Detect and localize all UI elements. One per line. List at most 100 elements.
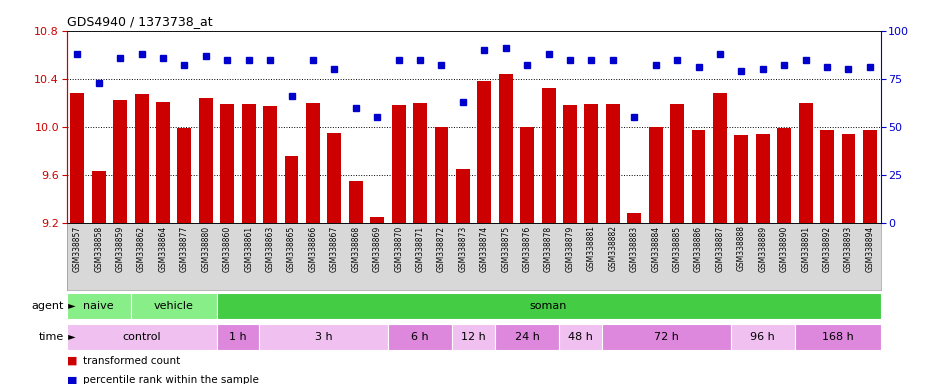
Bar xyxy=(349,181,363,223)
Text: transformed count: transformed count xyxy=(83,356,180,366)
Bar xyxy=(627,213,641,223)
Bar xyxy=(391,105,405,223)
Text: 168 h: 168 h xyxy=(822,332,854,342)
Bar xyxy=(388,324,452,350)
Bar xyxy=(199,98,213,223)
Bar xyxy=(259,324,388,350)
Text: GSM338889: GSM338889 xyxy=(758,225,767,271)
Text: GSM338866: GSM338866 xyxy=(308,225,317,271)
Text: soman: soman xyxy=(530,301,567,311)
Text: ■: ■ xyxy=(67,356,77,366)
Bar xyxy=(795,324,881,350)
Text: GSM338883: GSM338883 xyxy=(630,225,639,271)
Bar xyxy=(456,169,470,223)
Text: GSM338882: GSM338882 xyxy=(609,225,617,271)
Bar xyxy=(156,101,170,223)
Bar xyxy=(413,103,427,223)
Bar xyxy=(435,127,449,223)
Text: 96 h: 96 h xyxy=(750,332,775,342)
Text: GSM338885: GSM338885 xyxy=(672,225,682,271)
Text: 1 h: 1 h xyxy=(229,332,247,342)
Bar xyxy=(520,127,534,223)
Bar xyxy=(220,104,234,223)
Bar xyxy=(263,106,278,223)
Bar xyxy=(130,293,216,319)
Text: GDS4940 / 1373738_at: GDS4940 / 1373738_at xyxy=(67,15,212,28)
Bar xyxy=(692,130,706,223)
Text: ►: ► xyxy=(65,301,75,311)
Bar xyxy=(731,324,795,350)
Text: control: control xyxy=(122,332,161,342)
Text: GSM338865: GSM338865 xyxy=(287,225,296,271)
Text: GSM338894: GSM338894 xyxy=(866,225,874,271)
Bar xyxy=(92,171,105,223)
Bar xyxy=(585,104,598,223)
Text: percentile rank within the sample: percentile rank within the sample xyxy=(83,375,259,384)
Bar xyxy=(216,324,259,350)
Bar xyxy=(306,103,320,223)
Bar xyxy=(216,293,881,319)
Text: GSM338890: GSM338890 xyxy=(780,225,789,271)
Bar xyxy=(178,128,191,223)
Bar xyxy=(452,324,495,350)
Text: GSM338869: GSM338869 xyxy=(373,225,382,271)
Text: GSM338875: GSM338875 xyxy=(501,225,511,271)
Text: vehicle: vehicle xyxy=(154,301,193,311)
Text: GSM338886: GSM338886 xyxy=(694,225,703,271)
Text: GSM338867: GSM338867 xyxy=(330,225,339,271)
Text: 48 h: 48 h xyxy=(568,332,593,342)
Bar xyxy=(563,105,577,223)
Bar xyxy=(370,217,384,223)
Text: GSM338862: GSM338862 xyxy=(137,225,146,271)
Text: GSM338887: GSM338887 xyxy=(715,225,724,271)
Text: GSM338879: GSM338879 xyxy=(565,225,574,271)
Text: 72 h: 72 h xyxy=(654,332,679,342)
Bar xyxy=(285,156,299,223)
Text: GSM338878: GSM338878 xyxy=(544,225,553,271)
Text: GSM338881: GSM338881 xyxy=(587,225,596,271)
Bar xyxy=(798,103,812,223)
Text: GSM338871: GSM338871 xyxy=(415,225,425,271)
Text: GSM338880: GSM338880 xyxy=(202,225,210,271)
Bar xyxy=(670,104,684,223)
Bar xyxy=(241,104,255,223)
Bar xyxy=(820,130,834,223)
Text: GSM338892: GSM338892 xyxy=(822,225,832,271)
Bar xyxy=(542,88,556,223)
Bar xyxy=(842,134,856,223)
Text: 3 h: 3 h xyxy=(314,332,332,342)
Text: 6 h: 6 h xyxy=(412,332,429,342)
Text: GSM338859: GSM338859 xyxy=(116,225,125,271)
Text: ■: ■ xyxy=(67,375,77,384)
Bar xyxy=(135,94,149,223)
Bar xyxy=(70,93,84,223)
Text: GSM338870: GSM338870 xyxy=(394,225,403,271)
Bar xyxy=(734,135,748,223)
Text: GSM338876: GSM338876 xyxy=(523,225,532,271)
Text: 12 h: 12 h xyxy=(462,332,486,342)
Text: GSM338877: GSM338877 xyxy=(180,225,189,271)
Text: ►: ► xyxy=(65,332,75,342)
Bar xyxy=(777,128,791,223)
Bar xyxy=(113,100,127,223)
Text: GSM338868: GSM338868 xyxy=(352,225,360,271)
Bar xyxy=(606,104,620,223)
Text: 24 h: 24 h xyxy=(514,332,539,342)
Text: GSM338864: GSM338864 xyxy=(158,225,167,271)
Bar xyxy=(327,133,341,223)
Bar xyxy=(560,324,602,350)
Text: agent: agent xyxy=(31,301,64,311)
Bar xyxy=(756,134,770,223)
Text: GSM338874: GSM338874 xyxy=(480,225,488,271)
Text: GSM338858: GSM338858 xyxy=(94,225,104,271)
Text: GSM338861: GSM338861 xyxy=(244,225,253,271)
Bar xyxy=(495,324,560,350)
Text: GSM338884: GSM338884 xyxy=(651,225,660,271)
Bar xyxy=(499,74,512,223)
Bar xyxy=(713,93,727,223)
Text: GSM338891: GSM338891 xyxy=(801,225,810,271)
Text: GSM338888: GSM338888 xyxy=(737,225,746,271)
Text: GSM338860: GSM338860 xyxy=(223,225,232,271)
Bar xyxy=(477,81,491,223)
Text: GSM338863: GSM338863 xyxy=(265,225,275,271)
